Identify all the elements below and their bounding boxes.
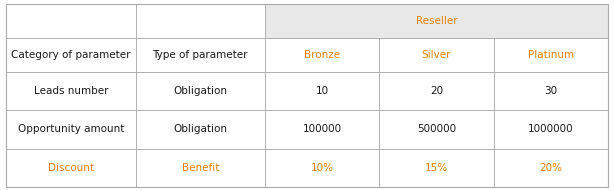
Bar xyxy=(6,149,136,187)
Text: 100000: 100000 xyxy=(303,124,341,134)
Bar xyxy=(494,149,608,187)
Text: Type of parameter: Type of parameter xyxy=(152,50,248,60)
Text: Obligation: Obligation xyxy=(173,86,227,96)
Bar xyxy=(6,72,136,110)
Bar xyxy=(6,38,136,72)
Bar xyxy=(6,110,136,149)
Bar xyxy=(136,4,265,38)
Bar xyxy=(494,38,608,72)
Text: Reseller: Reseller xyxy=(416,16,457,26)
Text: Discount: Discount xyxy=(48,163,94,173)
Text: Obligation: Obligation xyxy=(173,124,227,134)
Bar xyxy=(265,4,608,38)
Bar xyxy=(136,110,265,149)
Text: 10: 10 xyxy=(316,86,328,96)
Text: 10%: 10% xyxy=(311,163,333,173)
Text: Leads number: Leads number xyxy=(34,86,108,96)
Bar xyxy=(379,149,494,187)
Text: Silver: Silver xyxy=(422,50,451,60)
Text: Bronze: Bronze xyxy=(304,50,340,60)
Bar xyxy=(265,149,379,187)
Text: 20: 20 xyxy=(430,86,443,96)
Text: 500000: 500000 xyxy=(417,124,456,134)
Bar xyxy=(265,38,379,72)
Text: Benefit: Benefit xyxy=(182,163,219,173)
Bar xyxy=(379,72,494,110)
Text: 1000000: 1000000 xyxy=(528,124,573,134)
Bar xyxy=(265,72,379,110)
Bar xyxy=(136,72,265,110)
Text: Category of parameter: Category of parameter xyxy=(11,50,131,60)
Bar xyxy=(136,38,265,72)
Bar xyxy=(379,38,494,72)
Bar xyxy=(265,110,379,149)
Bar xyxy=(494,110,608,149)
Bar xyxy=(494,72,608,110)
Bar xyxy=(379,110,494,149)
Text: 15%: 15% xyxy=(425,163,448,173)
Bar xyxy=(6,4,136,38)
Text: Opportunity amount: Opportunity amount xyxy=(18,124,124,134)
Text: 20%: 20% xyxy=(539,163,562,173)
Bar xyxy=(136,149,265,187)
Text: Platinum: Platinum xyxy=(527,50,573,60)
Text: 30: 30 xyxy=(544,86,558,96)
